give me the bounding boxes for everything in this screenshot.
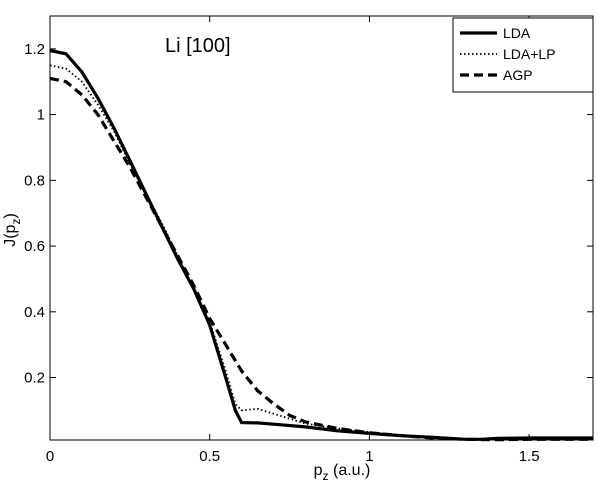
legend-label-lda: LDA	[503, 25, 531, 41]
legend-items: LDA LDA+LP AGP	[460, 25, 556, 83]
x-tick-label: 0	[46, 448, 54, 465]
y-tick-label: 1.2	[24, 41, 45, 58]
series-line-lda-lp	[49, 64, 593, 441]
x-axis-label-sub: z	[323, 469, 329, 483]
y-axis-label-main: J(p	[2, 224, 19, 246]
y-tick-label: 0.8	[24, 172, 45, 189]
legend-label-lda-lp: LDA+LP	[503, 46, 556, 62]
chart-annotation: Li [100]	[165, 35, 231, 57]
x-tick-label: 1	[365, 448, 373, 465]
series-line-agp	[49, 76, 593, 442]
x-axis-label: pz (a.u.)	[314, 462, 371, 483]
series-layer	[49, 48, 593, 442]
y-tick-label: 1	[37, 107, 45, 124]
plot-frame	[49, 15, 594, 441]
legend-box	[452, 17, 594, 93]
y-tick-label: 0.4	[24, 304, 45, 321]
x-axis-label-rest: (a.u.)	[329, 462, 371, 479]
legend-label-agp: AGP	[503, 67, 533, 83]
y-axis-label-rest: )	[2, 213, 19, 218]
x-tick-label: 0.5	[199, 448, 220, 465]
y-tick-label: 0.2	[24, 370, 45, 387]
x-axis-label-main: p	[314, 462, 323, 479]
y-axis-label-sub: z	[9, 219, 23, 225]
y-tick-label: 0.6	[24, 238, 45, 255]
ticks-layer: 0 0.5 1 1.5 0.2 0.4 0.6 0.8 1 1.2	[24, 16, 593, 465]
x-tick-label: 1.5	[519, 448, 540, 465]
legend: LDA LDA+LP AGP	[452, 17, 594, 93]
series-line-lda	[49, 48, 593, 441]
y-axis-label: J(pz)	[2, 213, 23, 247]
